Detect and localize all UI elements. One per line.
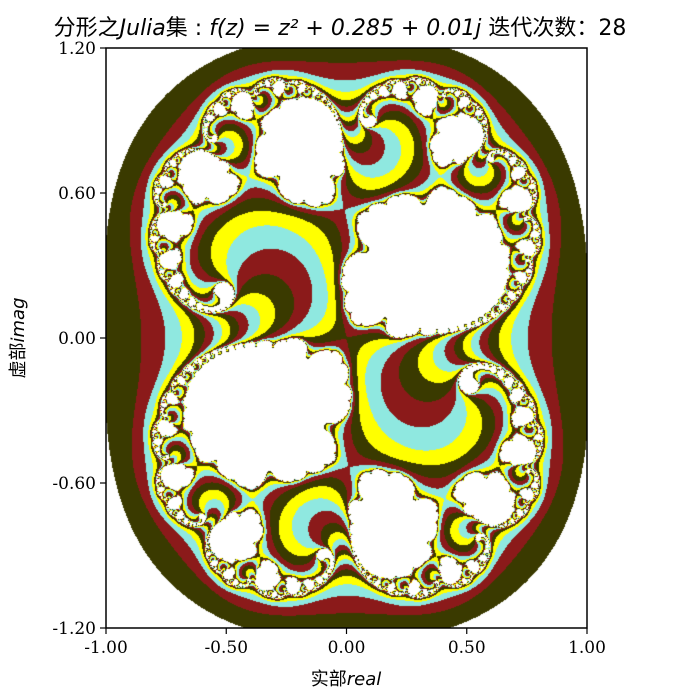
x-axis-label: 实部real: [311, 669, 382, 690]
x-tick-label: -1.00: [84, 638, 128, 658]
x-tick-label: 0.50: [448, 638, 486, 658]
y-axis-ticks: -1.20 -0.60 0.00 0.60 1.20: [52, 39, 106, 639]
x-axis-ticks: -1.00 -0.50 0.00 0.50 1.00: [84, 628, 606, 658]
x-tick-label: 0.00: [328, 638, 366, 658]
x-axis-label-cn: 实部: [311, 669, 347, 690]
y-axis-label-cn: 虚部: [8, 343, 29, 379]
y-tick-label: 1.20: [58, 39, 96, 59]
julia-fractal-image: [106, 48, 587, 628]
x-tick-label: -0.50: [204, 638, 248, 658]
title-formula: f(z) = z² + 0.285 + 0.01j: [209, 16, 482, 41]
title-mid: 集 :: [166, 16, 209, 41]
title-prefix: 分形之: [54, 16, 120, 41]
x-tick-label: 1.00: [568, 638, 606, 658]
y-tick-label: 0.00: [58, 329, 96, 349]
y-tick-label: -0.60: [52, 474, 96, 494]
title-name: Julia: [116, 16, 166, 41]
y-axis-label-en: imag: [8, 298, 29, 343]
y-tick-label: 0.60: [58, 184, 96, 204]
y-axis-label: 虚部imag: [8, 298, 29, 379]
title-suffix: 迭代次数：28: [481, 16, 626, 41]
x-axis-label-en: real: [347, 669, 382, 690]
chart-title: 分形之Julia集 : f(z) = z² + 0.285 + 0.01j 迭代…: [54, 16, 627, 41]
y-tick-label: -1.20: [52, 619, 96, 639]
plot-area: [106, 48, 587, 628]
